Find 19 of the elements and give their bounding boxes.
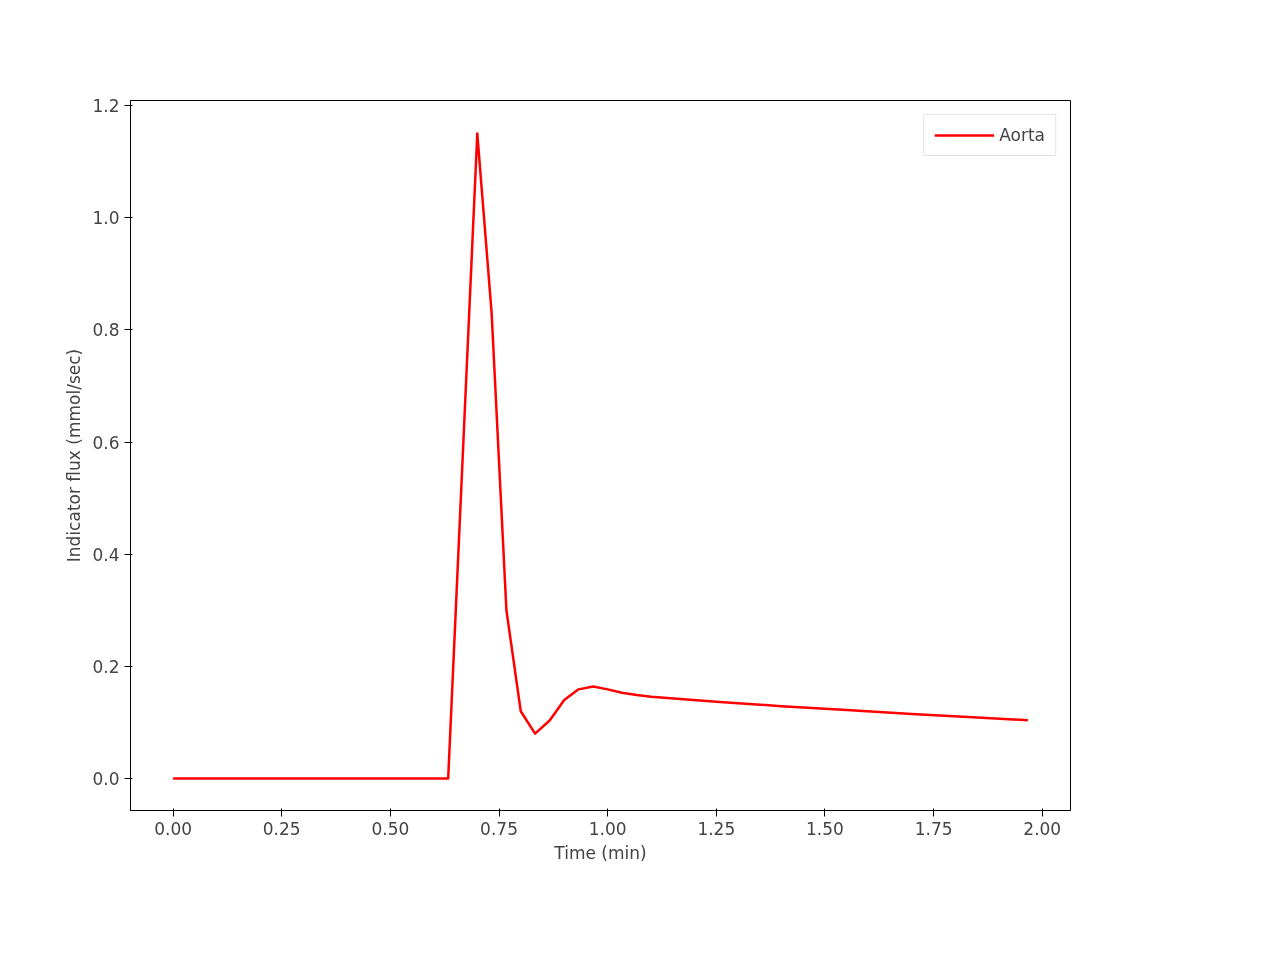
x-tick-label: 1.00 xyxy=(588,818,627,839)
x-tick-label: 1.50 xyxy=(806,818,844,839)
y-tick-label: 0.4 xyxy=(92,544,120,565)
y-tick-label: 1.0 xyxy=(92,208,120,229)
y-tick-label: 1.2 xyxy=(92,96,120,117)
legend-label: Aorta xyxy=(999,125,1045,145)
y-axis-title: Indicator flux (mmol/sec) xyxy=(64,348,85,563)
y-tick-label: 0.6 xyxy=(92,432,120,453)
y-tick-label: 0.0 xyxy=(92,769,120,790)
y-tick-label: 0.2 xyxy=(92,656,120,677)
x-tick-label: 0.25 xyxy=(262,818,301,839)
y-tick-label: 0.8 xyxy=(92,320,120,341)
x-tick-label: 1.25 xyxy=(697,818,736,839)
x-tick-label: 0.00 xyxy=(154,818,193,839)
x-axis-title: Time (min) xyxy=(553,842,647,863)
x-tick-label: 0.75 xyxy=(480,818,518,839)
x-tick-label: 0.50 xyxy=(371,818,410,839)
x-tick-label: 2.00 xyxy=(1023,818,1062,839)
x-tick-label: 1.75 xyxy=(914,818,953,839)
